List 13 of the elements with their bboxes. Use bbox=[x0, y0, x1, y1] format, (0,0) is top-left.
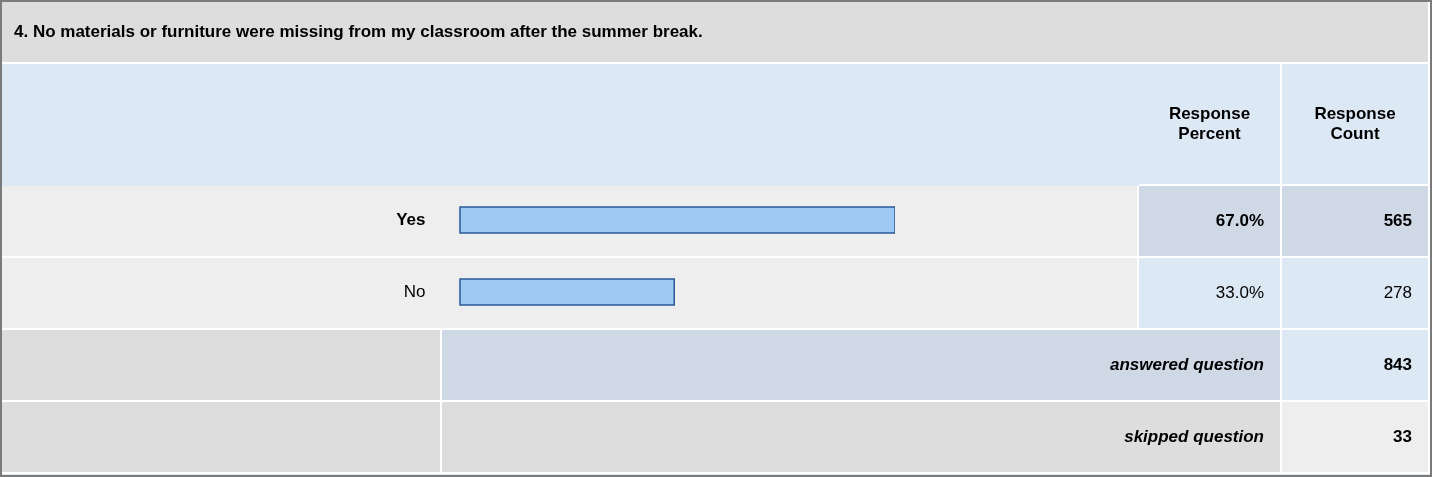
y-tick-label: No bbox=[403, 282, 426, 301]
table-cell: 33.0% bbox=[1139, 258, 1282, 330]
y-tick-label: Yes bbox=[396, 210, 426, 229]
table-cell: 33 bbox=[1282, 402, 1430, 474]
table-cell: 565 bbox=[1282, 186, 1430, 258]
table-cell: answered question bbox=[442, 330, 1282, 402]
table-cell: skipped question bbox=[442, 402, 1282, 474]
table-cell: Response Percent bbox=[1139, 64, 1282, 186]
table-cell: 67.0% bbox=[1139, 186, 1282, 258]
table-cell: 843 bbox=[1282, 330, 1430, 402]
table-cell: 278 bbox=[1282, 258, 1430, 330]
table-cell: 4. No materials or furniture were missing from my classroom after the summer break. bbox=[2, 2, 1430, 64]
table-cell: Response Count bbox=[1282, 64, 1430, 186]
